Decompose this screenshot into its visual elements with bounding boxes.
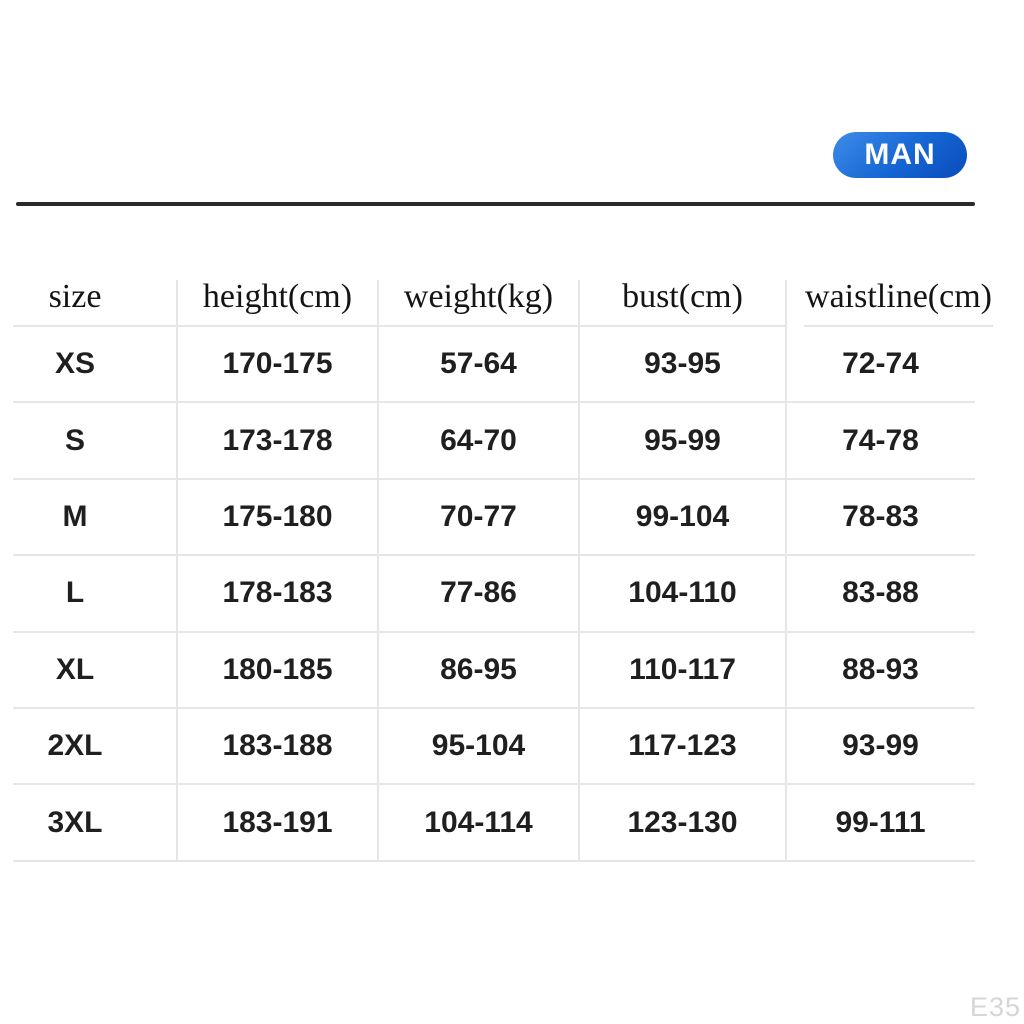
column-divider xyxy=(176,280,178,862)
column-divider xyxy=(377,280,379,862)
size-cell: M xyxy=(13,480,177,557)
size-cell: S xyxy=(13,403,177,480)
column-header-height: height(cm) xyxy=(177,258,378,327)
height-cell: 178-183 xyxy=(177,556,378,633)
waistline-cell: 72-74 xyxy=(786,327,975,404)
weight-cell: 86-95 xyxy=(378,633,579,709)
bust-cell: 99-104 xyxy=(579,480,786,557)
waistline-cell: 93-99 xyxy=(786,709,975,786)
size-cell: 3XL xyxy=(13,785,177,862)
weight-cell: 70-77 xyxy=(378,480,579,557)
size-cell: L xyxy=(13,556,177,633)
height-cell: 183-188 xyxy=(177,709,378,786)
column-header-size: size xyxy=(13,258,177,327)
weight-cell: 64-70 xyxy=(378,403,579,480)
bust-cell: 110-117 xyxy=(579,633,786,709)
weight-cell: 104-114 xyxy=(378,785,579,862)
waistline-cell: 78-83 xyxy=(786,480,975,557)
waistline-cell: 99-111 xyxy=(786,785,975,862)
waistline-cell: 74-78 xyxy=(786,403,975,480)
column-header-waistline: waistline(cm) xyxy=(804,258,993,327)
header-divider-rule xyxy=(16,202,975,206)
gender-badge: MAN xyxy=(833,132,967,178)
bust-cell: 104-110 xyxy=(579,556,786,633)
watermark-label: E35 xyxy=(970,992,1022,1022)
height-cell: 183-191 xyxy=(177,785,378,862)
height-cell: 175-180 xyxy=(177,480,378,557)
gender-badge-label: MAN xyxy=(864,138,936,171)
size-cell: XL xyxy=(13,633,177,709)
weight-cell: 95-104 xyxy=(378,709,579,786)
size-cell: XS xyxy=(13,327,177,404)
size-cell: 2XL xyxy=(13,709,177,786)
column-divider xyxy=(785,280,787,862)
size-table: size height(cm) weight(kg) bust(cm) wais… xyxy=(13,258,993,862)
bust-cell: 93-95 xyxy=(579,327,786,404)
bust-cell: 95-99 xyxy=(579,403,786,480)
column-divider xyxy=(578,280,580,862)
height-cell: 180-185 xyxy=(177,633,378,709)
column-header-bust: bust(cm) xyxy=(579,258,786,327)
height-cell: 173-178 xyxy=(177,403,378,480)
waistline-cell: 88-93 xyxy=(786,633,975,709)
column-header-weight: weight(kg) xyxy=(378,258,579,327)
weight-cell: 57-64 xyxy=(378,327,579,404)
bust-cell: 123-130 xyxy=(579,785,786,862)
bust-cell: 117-123 xyxy=(579,709,786,786)
height-cell: 170-175 xyxy=(177,327,378,404)
waistline-cell: 83-88 xyxy=(786,556,975,633)
weight-cell: 77-86 xyxy=(378,556,579,633)
